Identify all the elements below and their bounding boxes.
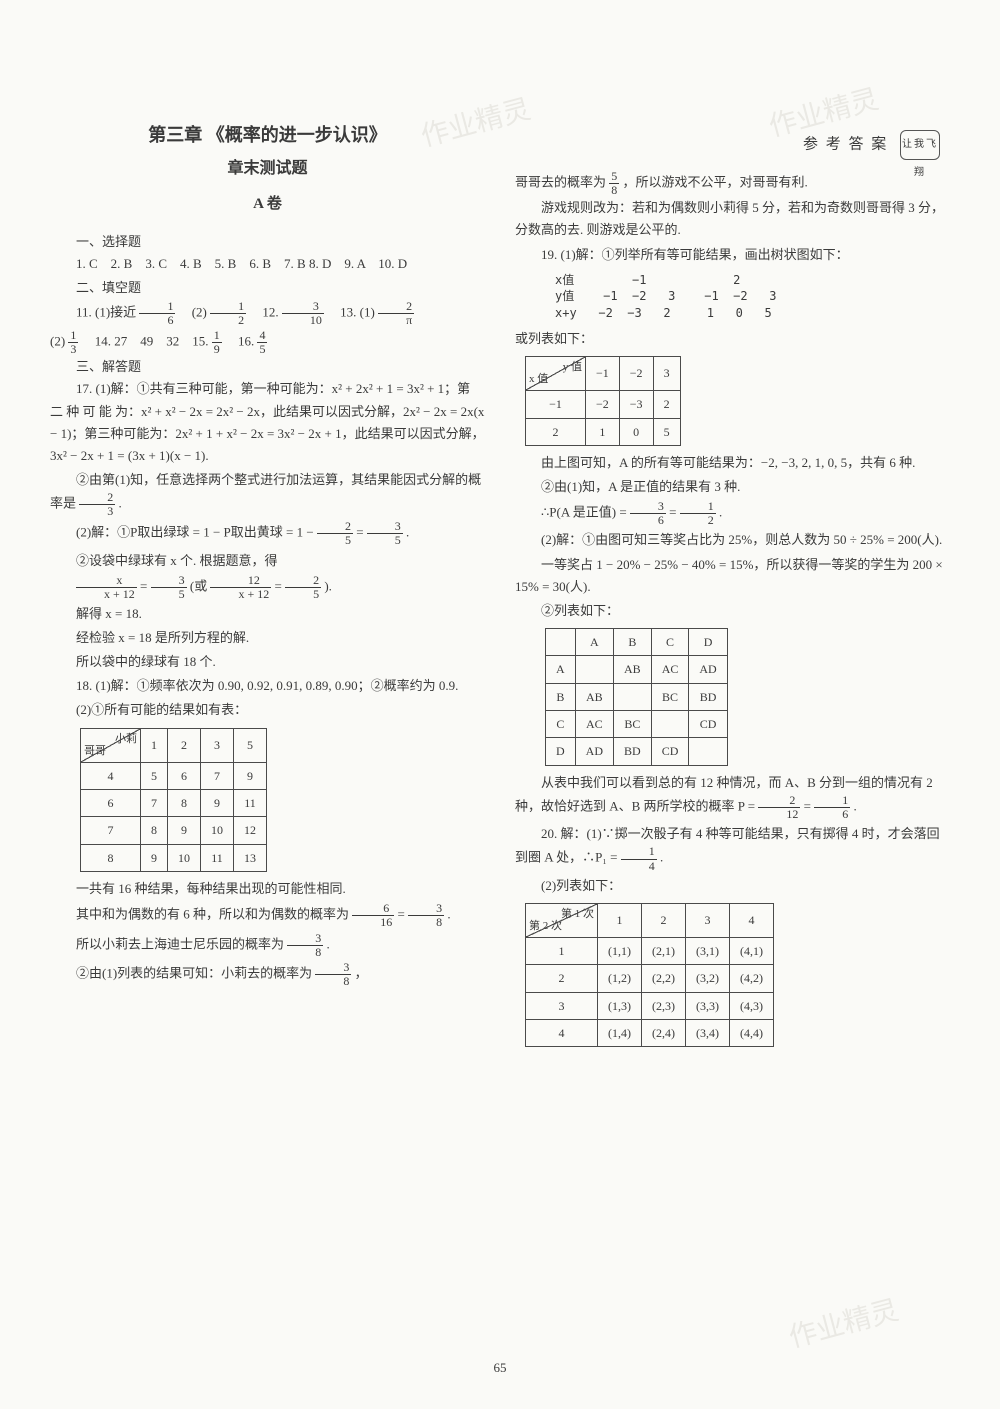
section-2-header: 二、填空题 (50, 277, 485, 299)
right-column: 哥哥去的概率为 58 ，所以游戏不公平，对哥哥有利. 游戏规则改为：若和为偶数则… (515, 120, 950, 1053)
watermark: 作业精灵 (784, 1288, 905, 1363)
q18-part2: (2)①所有可能的结果如有表： (50, 699, 485, 721)
q19-part4: ②由(1)知，A 是正值的结果有 3 种. (515, 476, 950, 498)
q18-part4: 其中和为偶数的有 6 种，所以和为偶数的概率为 616 = 38 . (50, 902, 485, 929)
left-column: 第三章 《概率的进一步认识》 章末测试题 A 卷 一、选择题 1. C 2. B… (50, 120, 485, 1053)
q19-part8: ②列表如下： (515, 600, 950, 622)
q20-part1: 20. 解：(1)∵掷一次骰子有 4 种等可能结果，只有掷得 4 时，才会落回到… (515, 823, 950, 872)
answer-header-label: 参 考 答 案 (803, 136, 888, 152)
table-2-diag: y 值x 值 (526, 357, 586, 391)
q20-part2: (2)列表如下： (515, 875, 950, 897)
answer-header: 参 考 答 案 让我飞翔 (803, 130, 940, 160)
q19-part9: 从表中我们可以看到总的有 12 种情况，而 A、B 分到一组的情况有 2 种，故… (515, 772, 950, 821)
q19-part7: 一等奖占 1 − 20% − 25% − 40% = 15%，所以获得一等奖的学… (515, 554, 950, 598)
mc-answers: 1. C 2. B 3. C 4. B 5. B 6. B 7. B 8. D … (50, 253, 485, 275)
q19-part1: 19. (1)解：①列举所有等可能结果，画出树状图如下： (515, 244, 950, 266)
chapter-subtitle: 章末测试题 (50, 155, 485, 182)
q18-part6: ②由(1)列表的结果可知：小莉去的概率为 38 ， (50, 961, 485, 988)
q19-part5: ∴P(A 是正值) = 36 = 12 . (515, 500, 950, 527)
q17-part5: xx + 12 = 35 (或 12x + 12 = 25 ). (50, 574, 485, 601)
q18-part5: 所以小莉去上海迪士尼乐园的概率为 38 . (50, 932, 485, 959)
fill-answers-2: (2) 13 14. 27 49 32 15. 19 16. 45 (50, 329, 485, 356)
tree-diagram: x值 −1 2 y值 −1 −2 3 −1 −2 3 x+y −2 −3 2 1… (555, 272, 950, 322)
q17-part6: 解得 x = 18. (50, 603, 485, 625)
q17-part1: 17. (1)解：①共有三种可能，第一种可能为：x² + 2x² + 1 = 3… (50, 378, 485, 466)
q19-part3: 由上图可知，A 的所有等可能结果为：−2, −3, 2, 1, 0, 5，共有 … (515, 452, 950, 474)
q19-part2: 或列表如下： (515, 328, 950, 350)
q17-part2: ②由第(1)知，任意选择两个整式进行加法运算，其结果能因式分解的概率是 23 . (50, 469, 485, 518)
table-1: 小莉哥哥 1235 45679 678911 7891012 89101113 (80, 728, 267, 873)
section-3-header: 三、解答题 (50, 356, 485, 378)
section-1-header: 一、选择题 (50, 231, 485, 253)
q17-part7: 经检验 x = 18 是所列方程的解. (50, 627, 485, 649)
fill-answers-1: 11. (1)接近 16 (2) 12 12. 310 13. (1) 2π (50, 300, 485, 327)
q17-part8: 所以袋中的绿球有 18 个. (50, 651, 485, 673)
r1: 哥哥去的概率为 58 ，所以游戏不公平，对哥哥有利. (515, 170, 950, 197)
r2: 游戏规则改为：若和为偶数则小莉得 5 分，若和为奇数则哥哥得 3 分，分数高的去… (515, 197, 950, 241)
table-4: 第 1 次第 2 次 1234 1(1,1)(2,1)(3,1)(4,1) 2(… (525, 903, 774, 1048)
logo-icon: 让我飞翔 (900, 130, 940, 160)
page-number: 65 (494, 1357, 507, 1379)
table-4-diag: 第 1 次第 2 次 (526, 903, 598, 937)
paper-label: A 卷 (50, 192, 485, 218)
q18-part3: 一共有 16 种结果，每种结果出现的可能性相同. (50, 878, 485, 900)
q18-part1: 18. (1)解：①频率依次为 0.90, 0.92, 0.91, 0.89, … (50, 675, 485, 697)
q17-part3: (2)解：①P取出绿球 = 1 − P取出黄球 = 1 − 25 = 35 . (50, 520, 485, 547)
q19-part6: (2)解：①由图可知三等奖占比为 25%，则总人数为 50 ÷ 25% = 20… (515, 529, 950, 551)
q17-part4: ②设袋中绿球有 x 个. 根据题意，得 (50, 550, 485, 572)
chapter-title: 第三章 《概率的进一步认识》 (50, 120, 485, 151)
frac: 16 (139, 300, 175, 327)
table-2: y 值x 值 −1−23 −1−2−32 2105 (525, 356, 681, 446)
table-3: ABCD AABACAD BABBCBD CACBCCD DADBDCD (545, 628, 728, 766)
content-columns: 第三章 《概率的进一步认识》 章末测试题 A 卷 一、选择题 1. C 2. B… (50, 120, 950, 1053)
table-1-diag: 小莉哥哥 (81, 728, 141, 762)
